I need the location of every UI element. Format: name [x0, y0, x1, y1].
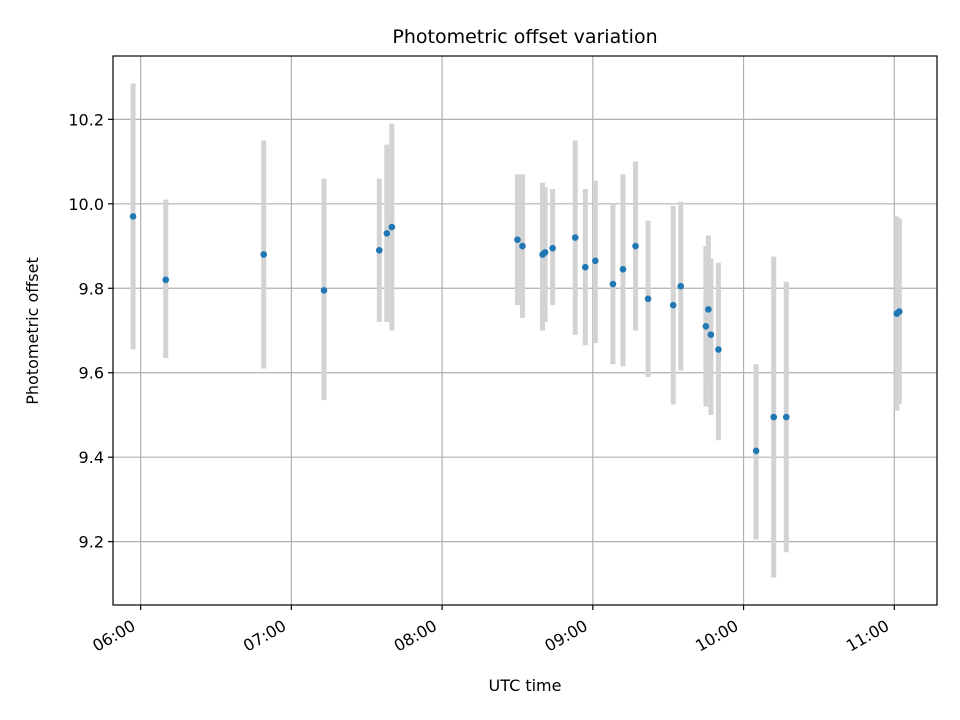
data-point [644, 295, 652, 303]
data-point [707, 331, 715, 339]
y-tick-label: 9.4 [79, 448, 104, 467]
data-point [519, 242, 526, 250]
data-point [592, 257, 599, 265]
data-point [549, 244, 556, 252]
chart-title: Photometric offset variation [392, 26, 657, 48]
data-point [514, 236, 521, 244]
data-point [129, 213, 137, 220]
y-tick-label: 9.2 [79, 533, 104, 552]
data-point [669, 301, 677, 309]
axis-ticks: 06:00 07:00 08:00 09:00 10:00 11:009.29.49.69… [68, 110, 895, 656]
data-point [752, 447, 760, 455]
data-point [702, 322, 710, 330]
plot-frame [112, 55, 938, 606]
y-axis-label: Photometric offset [23, 257, 42, 405]
data-point [375, 246, 383, 254]
data-point [320, 287, 328, 294]
x-axis-label: UTC time [489, 676, 562, 695]
y-tick-label: 9.8 [79, 279, 104, 298]
data-point [677, 282, 685, 290]
data-point [581, 263, 589, 271]
data-points [129, 213, 903, 455]
data-point [715, 346, 722, 353]
data-point [632, 242, 639, 250]
data-point [383, 230, 391, 237]
data-point [162, 276, 170, 284]
data-point [896, 308, 903, 315]
data-point [619, 265, 627, 273]
y-tick-label: 10.2 [68, 110, 104, 129]
data-point [260, 251, 268, 258]
grid-lines [113, 56, 937, 605]
data-point [388, 223, 396, 231]
data-point [770, 413, 778, 421]
y-tick-label: 10.0 [68, 195, 104, 214]
data-point [782, 413, 790, 421]
data-point [541, 249, 549, 256]
data-point [609, 280, 617, 288]
data-point [705, 306, 712, 313]
data-point [571, 234, 579, 241]
y-tick-label: 9.6 [79, 364, 104, 383]
